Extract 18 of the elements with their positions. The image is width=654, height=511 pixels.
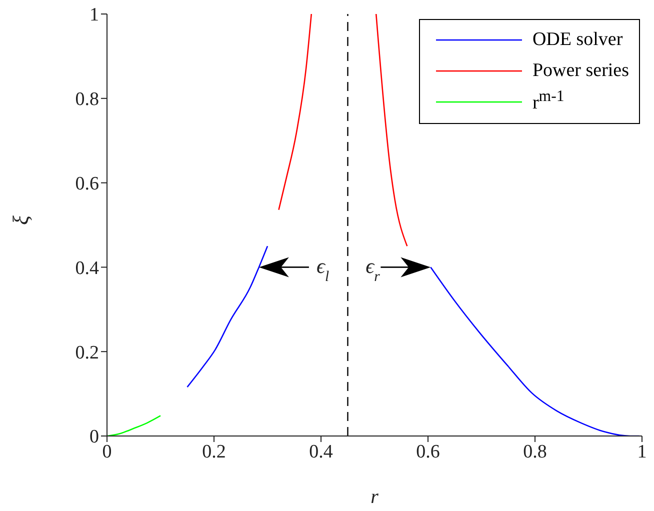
y-axis-title: ξ <box>8 215 33 225</box>
x-tick-label: 1 <box>637 441 647 462</box>
y-tick-label: 0 <box>90 426 99 448</box>
y-tick-label: 0.8 <box>75 89 99 110</box>
y-tick-label: 0.4 <box>75 258 100 279</box>
y-tick-label: 1 <box>90 4 99 26</box>
y-tick-label: 0.6 <box>75 174 99 195</box>
x-tick-label: 0.2 <box>202 441 226 462</box>
x-tick-label: 0.6 <box>416 441 440 462</box>
annotation: ϵ$_{l}$ <box>316 254 330 286</box>
y-tick-label: 0.2 <box>75 342 99 364</box>
x-tick-label: 0.4 <box>309 441 334 462</box>
legend-label: r$^{m-1}$ <box>532 88 564 115</box>
x-tick-label: 0.8 <box>523 441 547 462</box>
x-axis-title: r <box>370 486 379 508</box>
annotation: ϵ$_{r}$ <box>366 254 380 286</box>
legend-label: ODE solver <box>532 28 623 50</box>
legend-label: Power series <box>532 60 629 82</box>
